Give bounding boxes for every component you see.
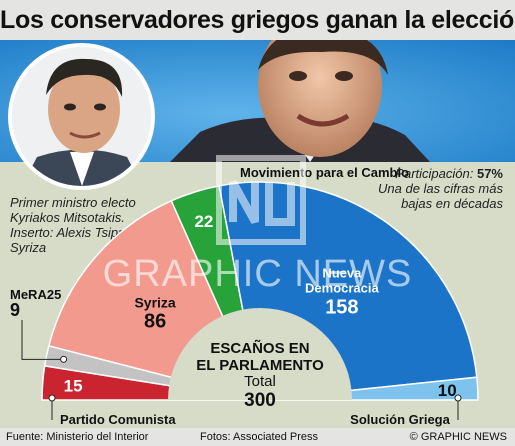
label-seats-mera25: 9 xyxy=(10,300,20,320)
center-title-line1: ESCAÑOS EN xyxy=(210,339,309,357)
label-name-mera25: MeRA25 xyxy=(10,287,61,302)
source-credit: Fuente: Ministerio del Interior xyxy=(6,431,149,443)
total-label: Total xyxy=(244,373,276,390)
label-seats-partido-comunista: 15 xyxy=(64,376,83,395)
turnout-label: Participación: xyxy=(395,166,474,181)
center-hole xyxy=(168,308,352,400)
leader-mera25-dot xyxy=(60,355,68,363)
label-name-nueva-democracia-2: Democracia xyxy=(305,281,379,296)
photo-credit: Fotos: Associated Press xyxy=(200,431,318,443)
label-name-syriza: Syriza xyxy=(134,294,175,310)
label-name-movimiento-para-el-cambio: Movimiento para el Cambio xyxy=(240,165,409,180)
inset-photo xyxy=(8,43,155,190)
copyright: © GRAPHIC NEWS xyxy=(409,431,507,443)
label-seats-movimiento-para-el-cambio: 22 xyxy=(194,212,213,231)
turnout-value: 57% xyxy=(476,166,503,181)
label-name-partido-comunista: Partido Comunista xyxy=(60,412,176,427)
turnout-note: Participación: 57% Una de las cifras más… xyxy=(363,166,503,211)
inset-photo-illustration xyxy=(12,47,151,186)
label-seats-nueva-democracia: 158 xyxy=(325,297,358,319)
label-seats-syriza: 86 xyxy=(144,310,166,332)
leader-partido-comunista-dot xyxy=(48,394,56,402)
page-title: Los conservadores griegos ganan la elecc… xyxy=(0,0,515,40)
leader-mera25 xyxy=(21,320,64,360)
total-seats: 300 xyxy=(244,390,276,411)
label-name-solucion-griega: Solución Griega xyxy=(350,412,450,427)
label-seats-solucion-griega: 10 xyxy=(438,381,457,400)
turnout-comment: Una de las cifras más bajas en décadas xyxy=(378,181,503,211)
label-name-nueva-democracia-1: Nueva xyxy=(322,266,362,281)
footer: Fuente: Ministerio del Interior Fotos: A… xyxy=(0,428,515,446)
center-title-line2: EL PARLAMENTO xyxy=(196,357,324,374)
leader-solucion-griega-dot xyxy=(454,394,462,402)
